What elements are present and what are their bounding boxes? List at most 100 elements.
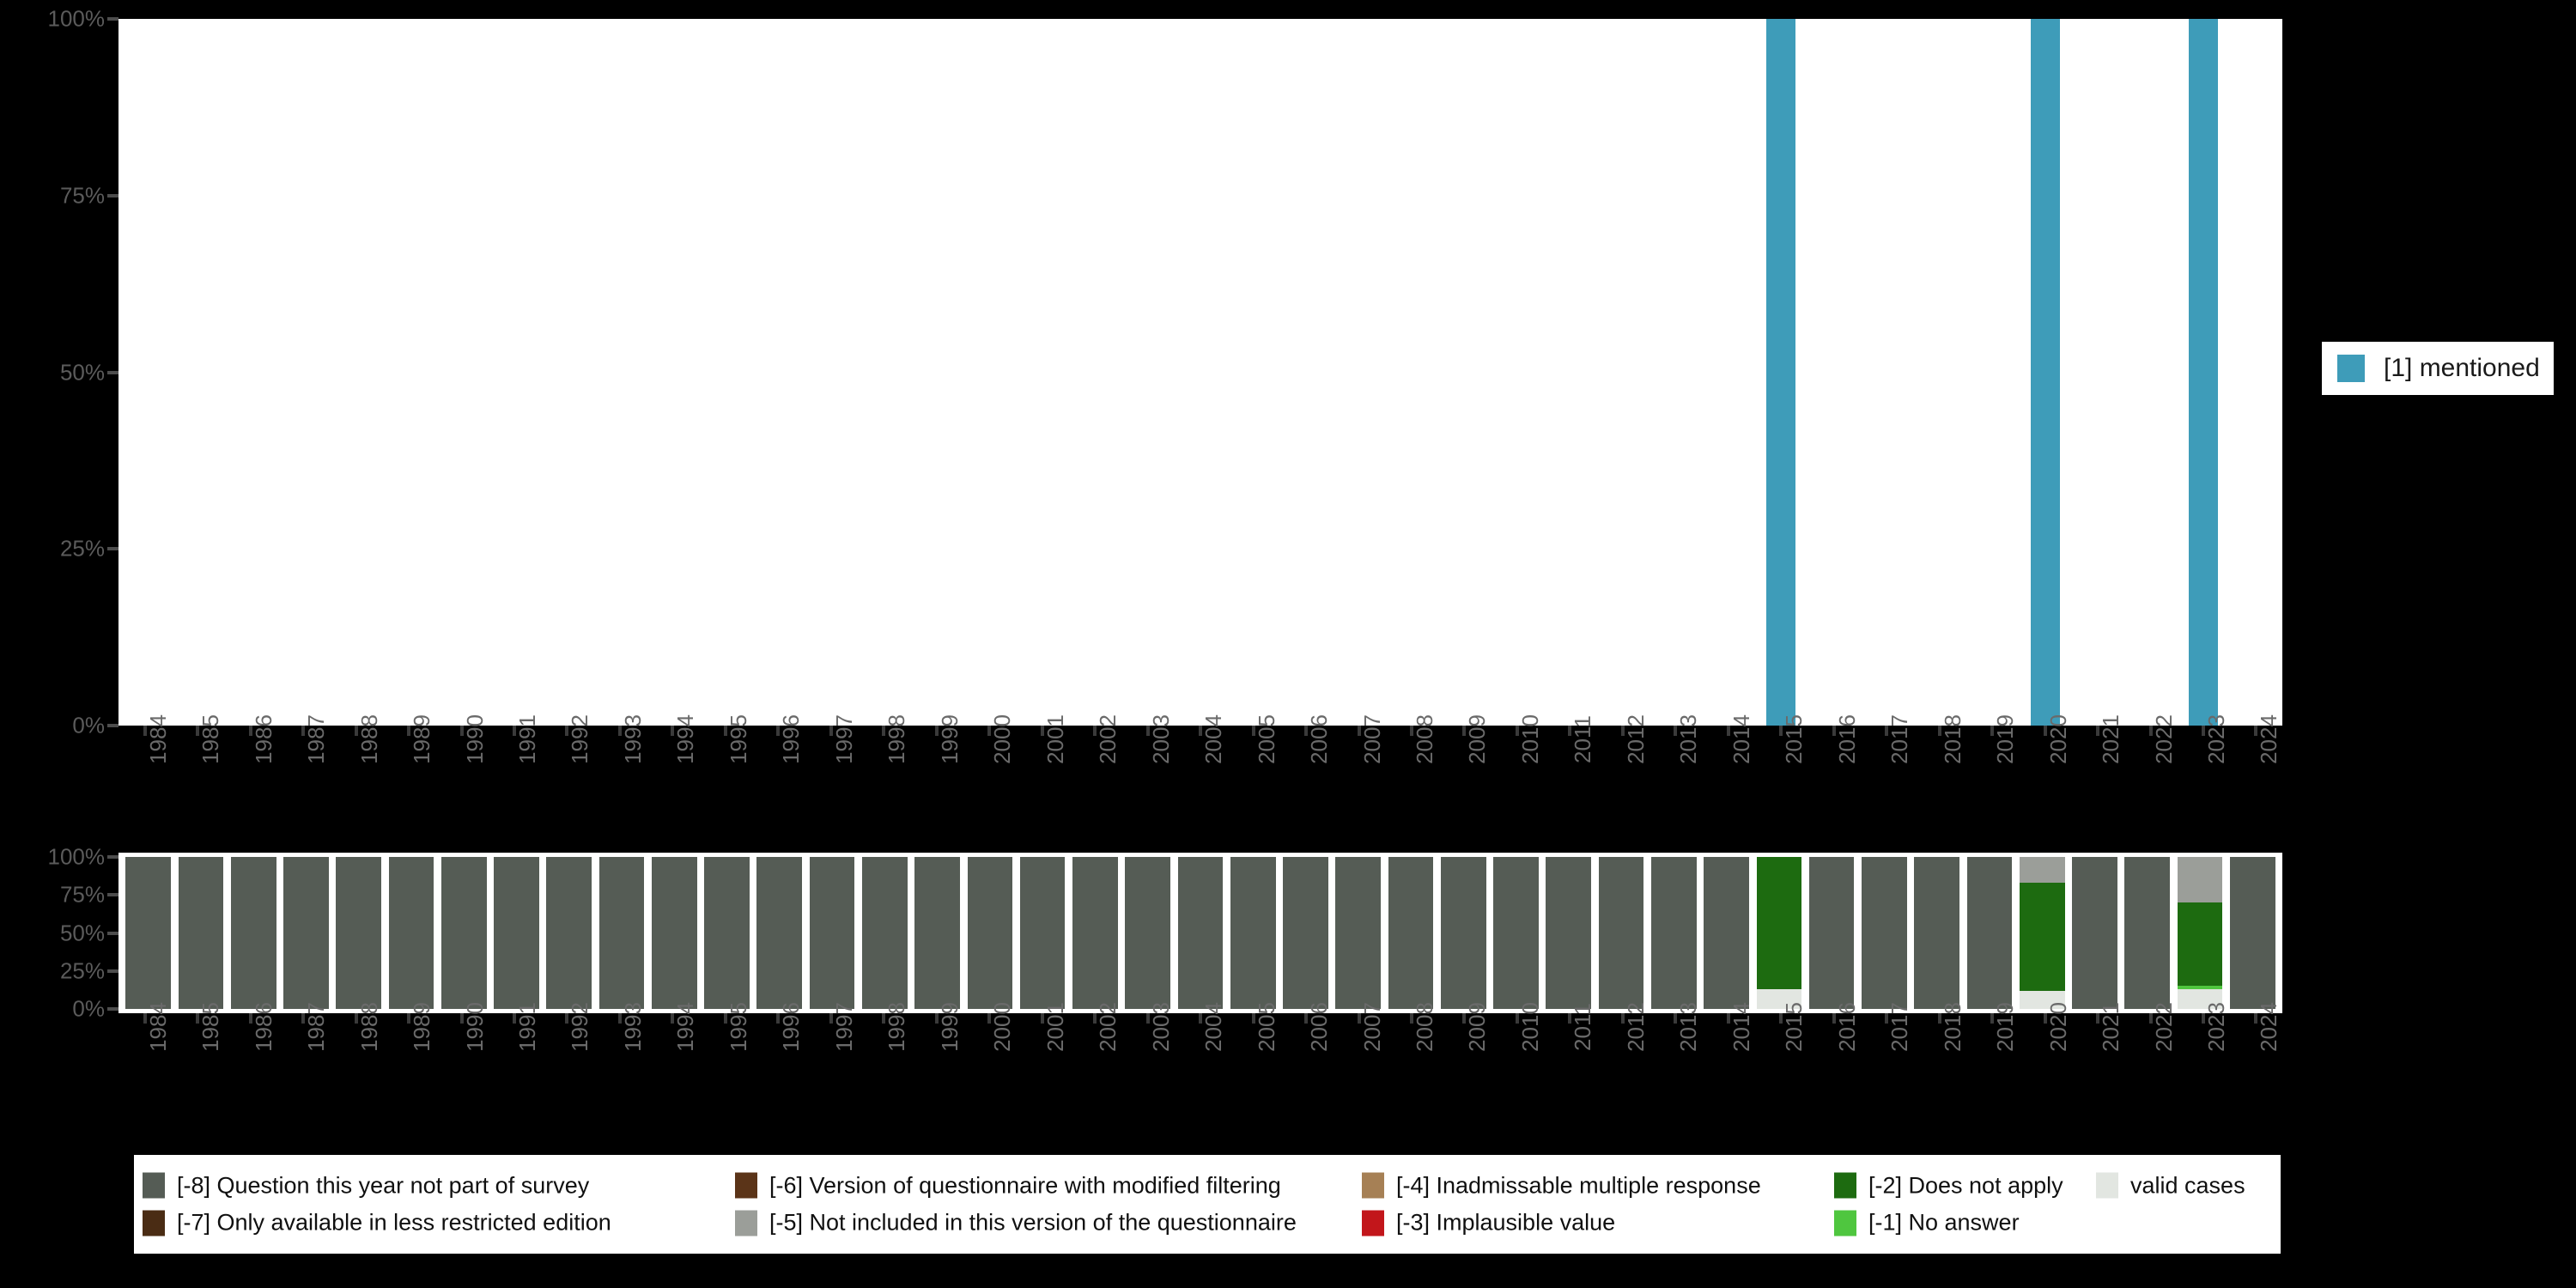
coverage-bar-stack[interactable] xyxy=(388,857,434,1009)
coverage-legend-item[interactable]: [-2] Does not apply xyxy=(1834,1172,2063,1199)
x-axis-slot: 2001 xyxy=(1016,1002,1068,1125)
coverage-bar-stack[interactable] xyxy=(125,857,171,1009)
x-axis-tick-mark xyxy=(1093,726,1097,736)
coverage-bar-slot xyxy=(385,857,437,1009)
coverage-bar-stack[interactable] xyxy=(1283,857,1328,1009)
coverage-bar-stack[interactable] xyxy=(1493,857,1539,1009)
y-axis-tick-mark xyxy=(107,370,118,374)
coverage-bar-slot xyxy=(595,857,647,1009)
coverage-bar-stack[interactable] xyxy=(2124,857,2171,1009)
coverage-bar-stack[interactable] xyxy=(494,857,539,1009)
x-axis-tick-label: 2011 xyxy=(1570,1003,1596,1051)
coverage-legend-label: [-4] Inadmissable multiple response xyxy=(1396,1172,1761,1199)
coverage-bar-stack[interactable] xyxy=(1650,857,1697,1009)
bar[interactable] xyxy=(2189,19,2218,726)
coverage-bar-stack[interactable] xyxy=(2072,857,2117,1009)
coverage-y-axis-tick-label: 75% xyxy=(59,881,105,908)
x-axis-slot: 2005 xyxy=(1227,1002,1279,1125)
x-axis-slot: 1997 xyxy=(805,714,857,837)
x-axis-tick-label: 2000 xyxy=(989,714,1016,764)
x-axis-tick-label: 2003 xyxy=(1147,714,1174,764)
coverage-bar-stack[interactable] xyxy=(1335,857,1382,1009)
coverage-legend-item[interactable]: [-7] Only available in less restricted e… xyxy=(143,1210,611,1236)
coverage-bar-stack[interactable] xyxy=(1230,857,1276,1009)
coverage-legend-item[interactable]: [-4] Inadmissable multiple response xyxy=(1362,1172,1761,1199)
coverage-bar-stack[interactable] xyxy=(1019,857,1066,1009)
coverage-bar-stack[interactable] xyxy=(1966,857,2013,1009)
coverage-bar-stack[interactable] xyxy=(756,857,803,1009)
coverage-bar-stack[interactable] xyxy=(2177,857,2223,1009)
x-axis-tick-mark xyxy=(1251,1013,1255,1024)
coverage-bar-slot xyxy=(1648,857,1700,1009)
coverage-bar-stack[interactable] xyxy=(230,857,276,1009)
coverage-bar-stack[interactable] xyxy=(704,857,750,1009)
coverage-bar-slot xyxy=(1911,857,1963,1009)
coverage-legend-item[interactable]: [-8] Question this year not part of surv… xyxy=(143,1172,589,1199)
coverage-bar-stack[interactable] xyxy=(1072,857,1118,1009)
coverage-bar-segment xyxy=(388,857,434,1009)
coverage-bar-segment xyxy=(2019,883,2065,991)
x-axis-tick-label: 2006 xyxy=(1306,714,1333,764)
bar[interactable] xyxy=(1766,19,1796,726)
coverage-bar-stack[interactable] xyxy=(651,857,697,1009)
coverage-bar-stack[interactable] xyxy=(914,857,960,1009)
coverage-legend-item[interactable]: [-3] Implausible value xyxy=(1362,1210,1615,1236)
coverage-bar-stack[interactable] xyxy=(809,857,855,1009)
coverage-bar-stack[interactable] xyxy=(1546,857,1592,1009)
coverage-bar-stack[interactable] xyxy=(1125,857,1171,1009)
coverage-bar-stack[interactable] xyxy=(336,857,382,1009)
coverage-bar-stack[interactable] xyxy=(598,857,645,1009)
coverage-legend-swatch xyxy=(1834,1172,1856,1199)
x-axis-tick-label: 1990 xyxy=(461,714,488,764)
coverage-bar-segment xyxy=(1756,988,1802,1009)
coverage-legend-item[interactable]: [-5] Not included in this version of the… xyxy=(735,1210,1297,1236)
bar-slot xyxy=(1544,19,1596,726)
x-axis-tick-mark xyxy=(196,726,200,736)
bar-slot xyxy=(1333,19,1385,726)
x-axis-slot: 2000 xyxy=(963,1002,1016,1125)
coverage-bar-stack[interactable] xyxy=(546,857,592,1009)
x-axis-slot: 1989 xyxy=(382,1002,434,1125)
bar-slot xyxy=(858,19,910,726)
coverage-bar-stack[interactable] xyxy=(862,857,908,1009)
coverage-bar-stack[interactable] xyxy=(967,857,1013,1009)
coverage-bar-stack[interactable] xyxy=(1808,857,1855,1009)
x-axis-tick-mark xyxy=(1832,726,1836,736)
coverage-bar-stack[interactable] xyxy=(283,857,329,1009)
coverage-bar-slot xyxy=(1121,857,1174,1009)
coverage-legend-item[interactable]: [-1] No answer xyxy=(1834,1210,2020,1236)
bar[interactable] xyxy=(2030,19,2060,726)
x-axis-tick-mark xyxy=(354,726,358,736)
coverage-bar-stack[interactable] xyxy=(1862,857,1907,1009)
x-axis-slot: 2015 xyxy=(1755,1002,1807,1125)
coverage-bar-slot xyxy=(490,857,543,1009)
x-axis-tick-label: 2017 xyxy=(1886,714,1913,764)
coverage-legend-item[interactable]: [-6] Version of questionnaire with modif… xyxy=(735,1172,1281,1199)
x-axis-slot: 1996 xyxy=(752,1002,805,1125)
coverage-bar-stack[interactable] xyxy=(440,857,487,1009)
x-axis-tick-mark xyxy=(1885,1013,1889,1024)
x-axis-tick-label: 2019 xyxy=(1992,714,2019,764)
x-axis-tick-mark xyxy=(459,726,464,736)
coverage-bar-stack[interactable] xyxy=(1440,857,1486,1009)
coverage-bar-stack[interactable] xyxy=(1914,857,1959,1009)
coverage-bar-stack[interactable] xyxy=(2229,857,2275,1009)
x-axis-tick-label: 2010 xyxy=(1516,1002,1543,1052)
bar-slot xyxy=(1174,19,1226,726)
bar-slot xyxy=(1913,19,1965,726)
coverage-bar-stack[interactable] xyxy=(1388,857,1434,1009)
coverage-bar-segment xyxy=(336,857,382,1009)
coverage-bar-segment xyxy=(1598,857,1644,1009)
bar-slot xyxy=(1385,19,1437,726)
coverage-bar-stack[interactable] xyxy=(1756,857,1802,1009)
coverage-bar-stack[interactable] xyxy=(1704,857,1749,1009)
coverage-bar-stack[interactable] xyxy=(178,857,224,1009)
x-axis-tick-label: 1989 xyxy=(409,1002,435,1052)
coverage-legend-item[interactable]: valid cases xyxy=(2096,1172,2245,1199)
coverage-bar-stack[interactable] xyxy=(2019,857,2065,1009)
coverage-bar-stack[interactable] xyxy=(1177,857,1224,1009)
x-axis-tick-mark xyxy=(1199,726,1203,736)
coverage-legend-label: valid cases xyxy=(2130,1172,2245,1199)
x-axis-tick-mark xyxy=(934,1013,939,1024)
coverage-bar-stack[interactable] xyxy=(1598,857,1644,1009)
